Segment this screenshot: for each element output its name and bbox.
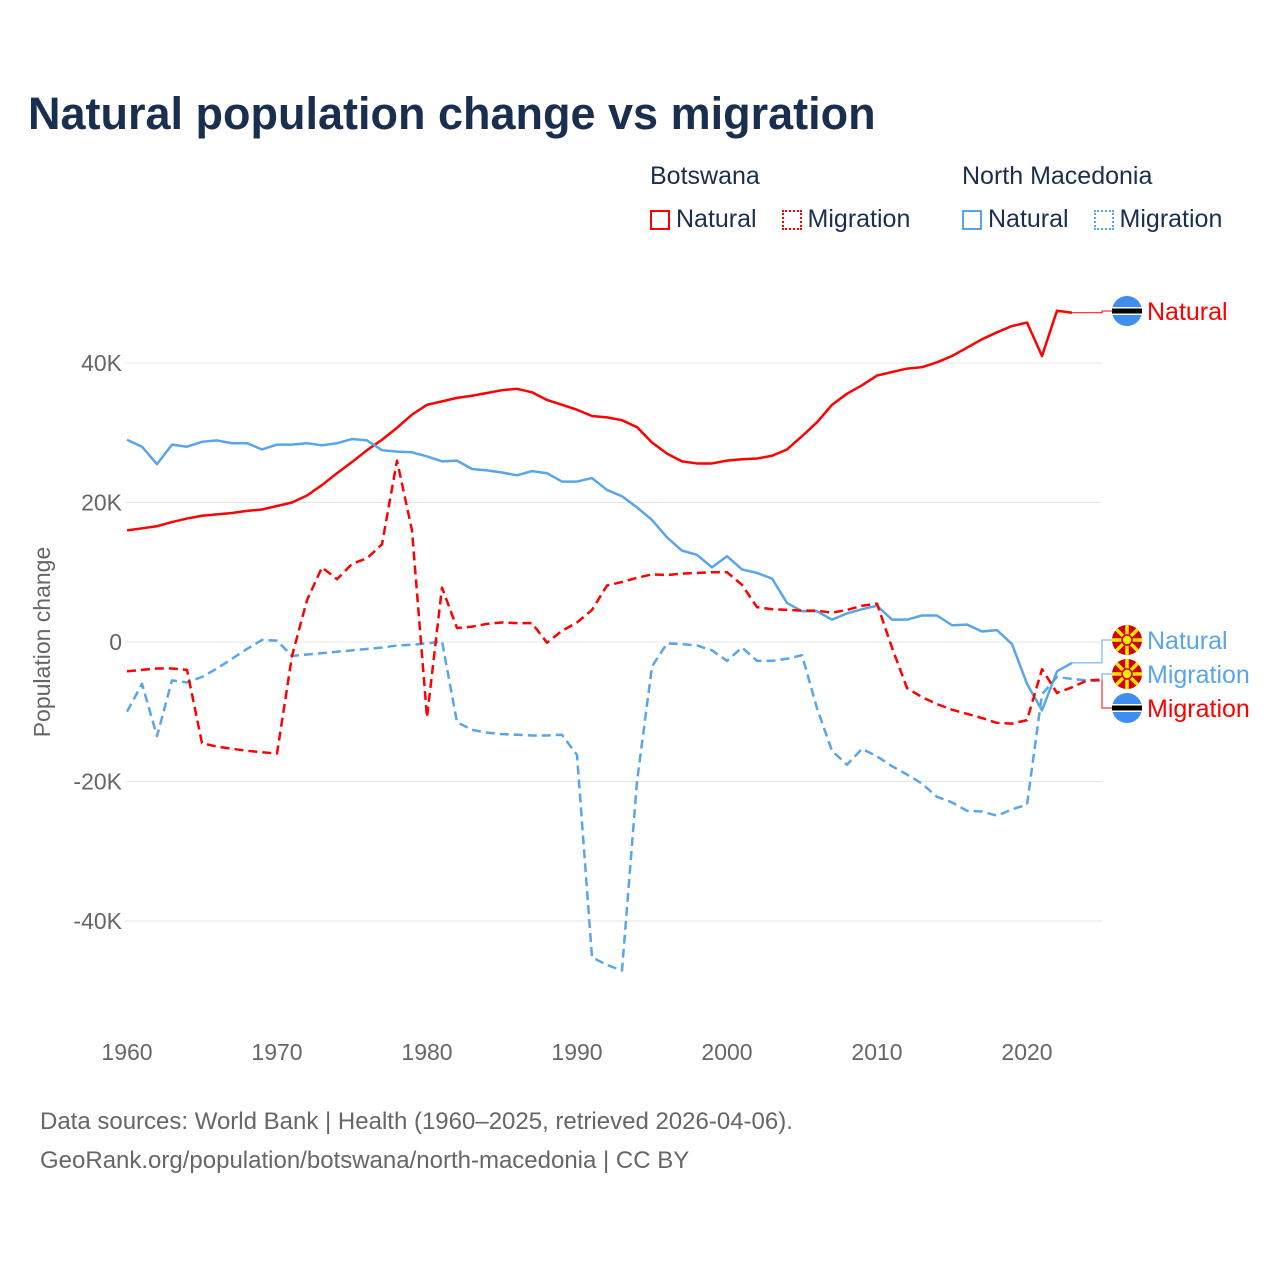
dotted-swatch-icon <box>781 209 802 230</box>
series-line-botswana-migration <box>126 459 1103 755</box>
dotted-swatch-icon <box>1093 209 1114 230</box>
x-tick-label: 2000 <box>701 1039 752 1065</box>
legend-label: Natural <box>676 205 757 233</box>
flag-sun <box>1121 634 1133 646</box>
flag-stripe <box>1112 705 1142 711</box>
x-tick-label: 1970 <box>251 1039 302 1065</box>
y-tick-label: -40K <box>73 908 122 934</box>
legend-item-mk-natural[interactable]: Natural <box>962 205 1069 234</box>
label-connector <box>1101 679 1112 709</box>
footer-sources: Data sources: World Bank | Health (1960–… <box>40 1108 793 1135</box>
north-macedonia-flag-icon <box>1112 625 1142 655</box>
end-label: Natural <box>1147 298 1228 326</box>
legend-north-macedonia: North Macedonia Natural Migration <box>962 162 1222 237</box>
chart-title: Natural population change vs migration <box>28 88 876 139</box>
legend-label: Natural <box>988 205 1069 233</box>
north-macedonia-flag-icon <box>1112 659 1142 689</box>
legend-group-name: Botswana <box>650 162 760 190</box>
legend-item-mk-migration[interactable]: Migration <box>1093 205 1223 234</box>
botswana-flag-icon <box>1112 693 1142 723</box>
series-line-north-macedonia-migration <box>125 638 1103 972</box>
label-connector <box>1072 310 1112 314</box>
legend-label: Migration <box>1119 205 1223 233</box>
end-label: Migration <box>1147 661 1250 689</box>
label-connector <box>1072 639 1112 664</box>
y-tick-label: 0 <box>109 629 122 655</box>
legend-item-botswana-migration[interactable]: Migration <box>781 205 911 234</box>
x-tick-label: 2010 <box>851 1039 902 1065</box>
series-line-north-macedonia-natural <box>126 437 1073 712</box>
legend-label: Migration <box>807 205 911 233</box>
legend-botswana: Botswana Natural Migration <box>650 162 928 237</box>
legend-item-botswana-natural[interactable]: Natural <box>650 205 757 234</box>
solid-swatch-icon <box>962 209 982 230</box>
legend-group-name: North Macedonia <box>962 162 1153 190</box>
y-tick-label: 20K <box>81 490 123 516</box>
y-tick-label: -20K <box>73 769 122 795</box>
x-tick-label: 2020 <box>1001 1039 1052 1065</box>
series-line-botswana-natural <box>126 309 1073 532</box>
y-axis-label: Population change <box>29 547 55 738</box>
footer-attribution[interactable]: GeoRank.org/population/botswana/north-ma… <box>40 1147 690 1174</box>
x-tick-label: 1990 <box>551 1039 602 1065</box>
solid-swatch-icon <box>650 209 670 230</box>
flag-sun <box>1121 668 1133 680</box>
botswana-flag-icon <box>1112 296 1142 326</box>
label-connector <box>1101 673 1112 682</box>
x-tick-label: 1980 <box>401 1039 452 1065</box>
end-label: Migration <box>1147 695 1250 723</box>
x-tick-label: 1960 <box>101 1039 152 1065</box>
y-tick-label: 40K <box>81 350 123 376</box>
flag-stripe <box>1112 308 1142 314</box>
end-label: Natural <box>1147 627 1228 655</box>
